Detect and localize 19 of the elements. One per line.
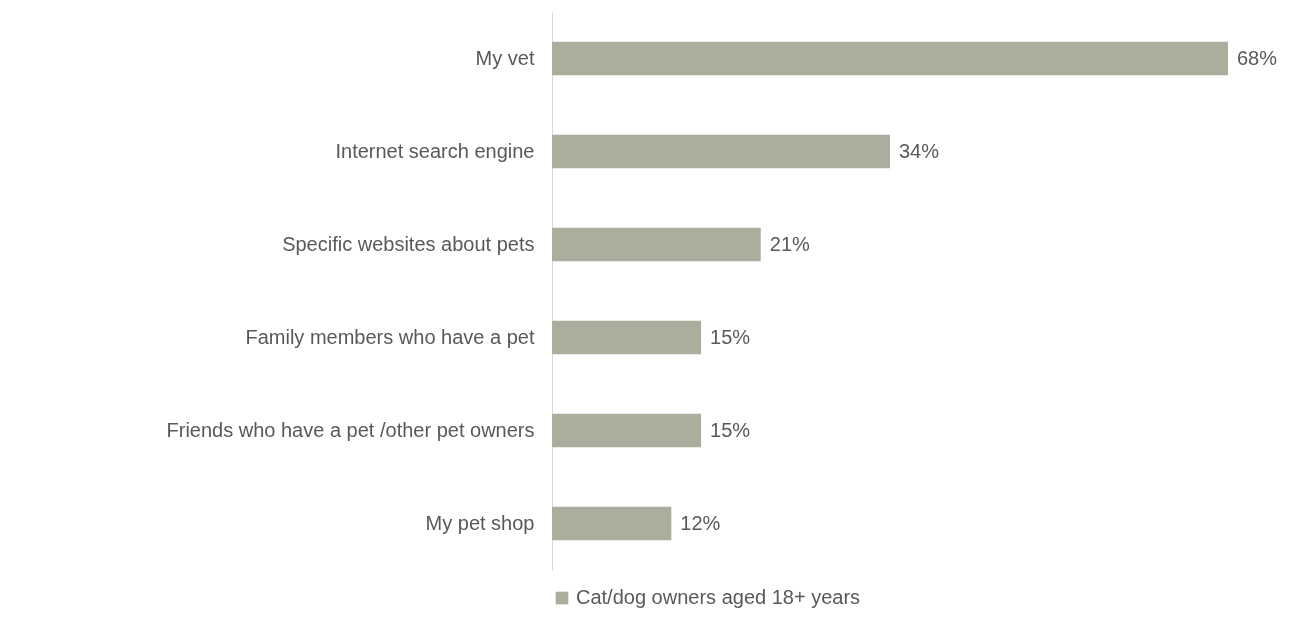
y-tick-label: Internet search engine [335,139,535,162]
bar [552,413,702,448]
y-tick-label: Friends who have a pet /other pet owners [166,418,535,441]
y-tick-label: Specific websites about pets [282,232,535,255]
data-label: 15% [710,325,751,348]
legend-label: Cat/dog owners aged 18+ years [576,586,861,608]
y-tick-label: My vet [475,46,535,69]
bar [552,320,702,355]
bar [552,134,890,169]
bar [552,506,672,541]
y-tick-label: My pet shop [425,511,535,534]
data-label: 21% [769,232,811,255]
data-label: 15% [710,418,751,441]
data-label: 34% [899,139,940,162]
bar [552,41,1228,76]
data-label: 12% [680,511,721,534]
bar [552,227,761,262]
y-tick-label: Family members who have a pet [245,325,535,348]
data-label: 68% [1237,46,1278,69]
